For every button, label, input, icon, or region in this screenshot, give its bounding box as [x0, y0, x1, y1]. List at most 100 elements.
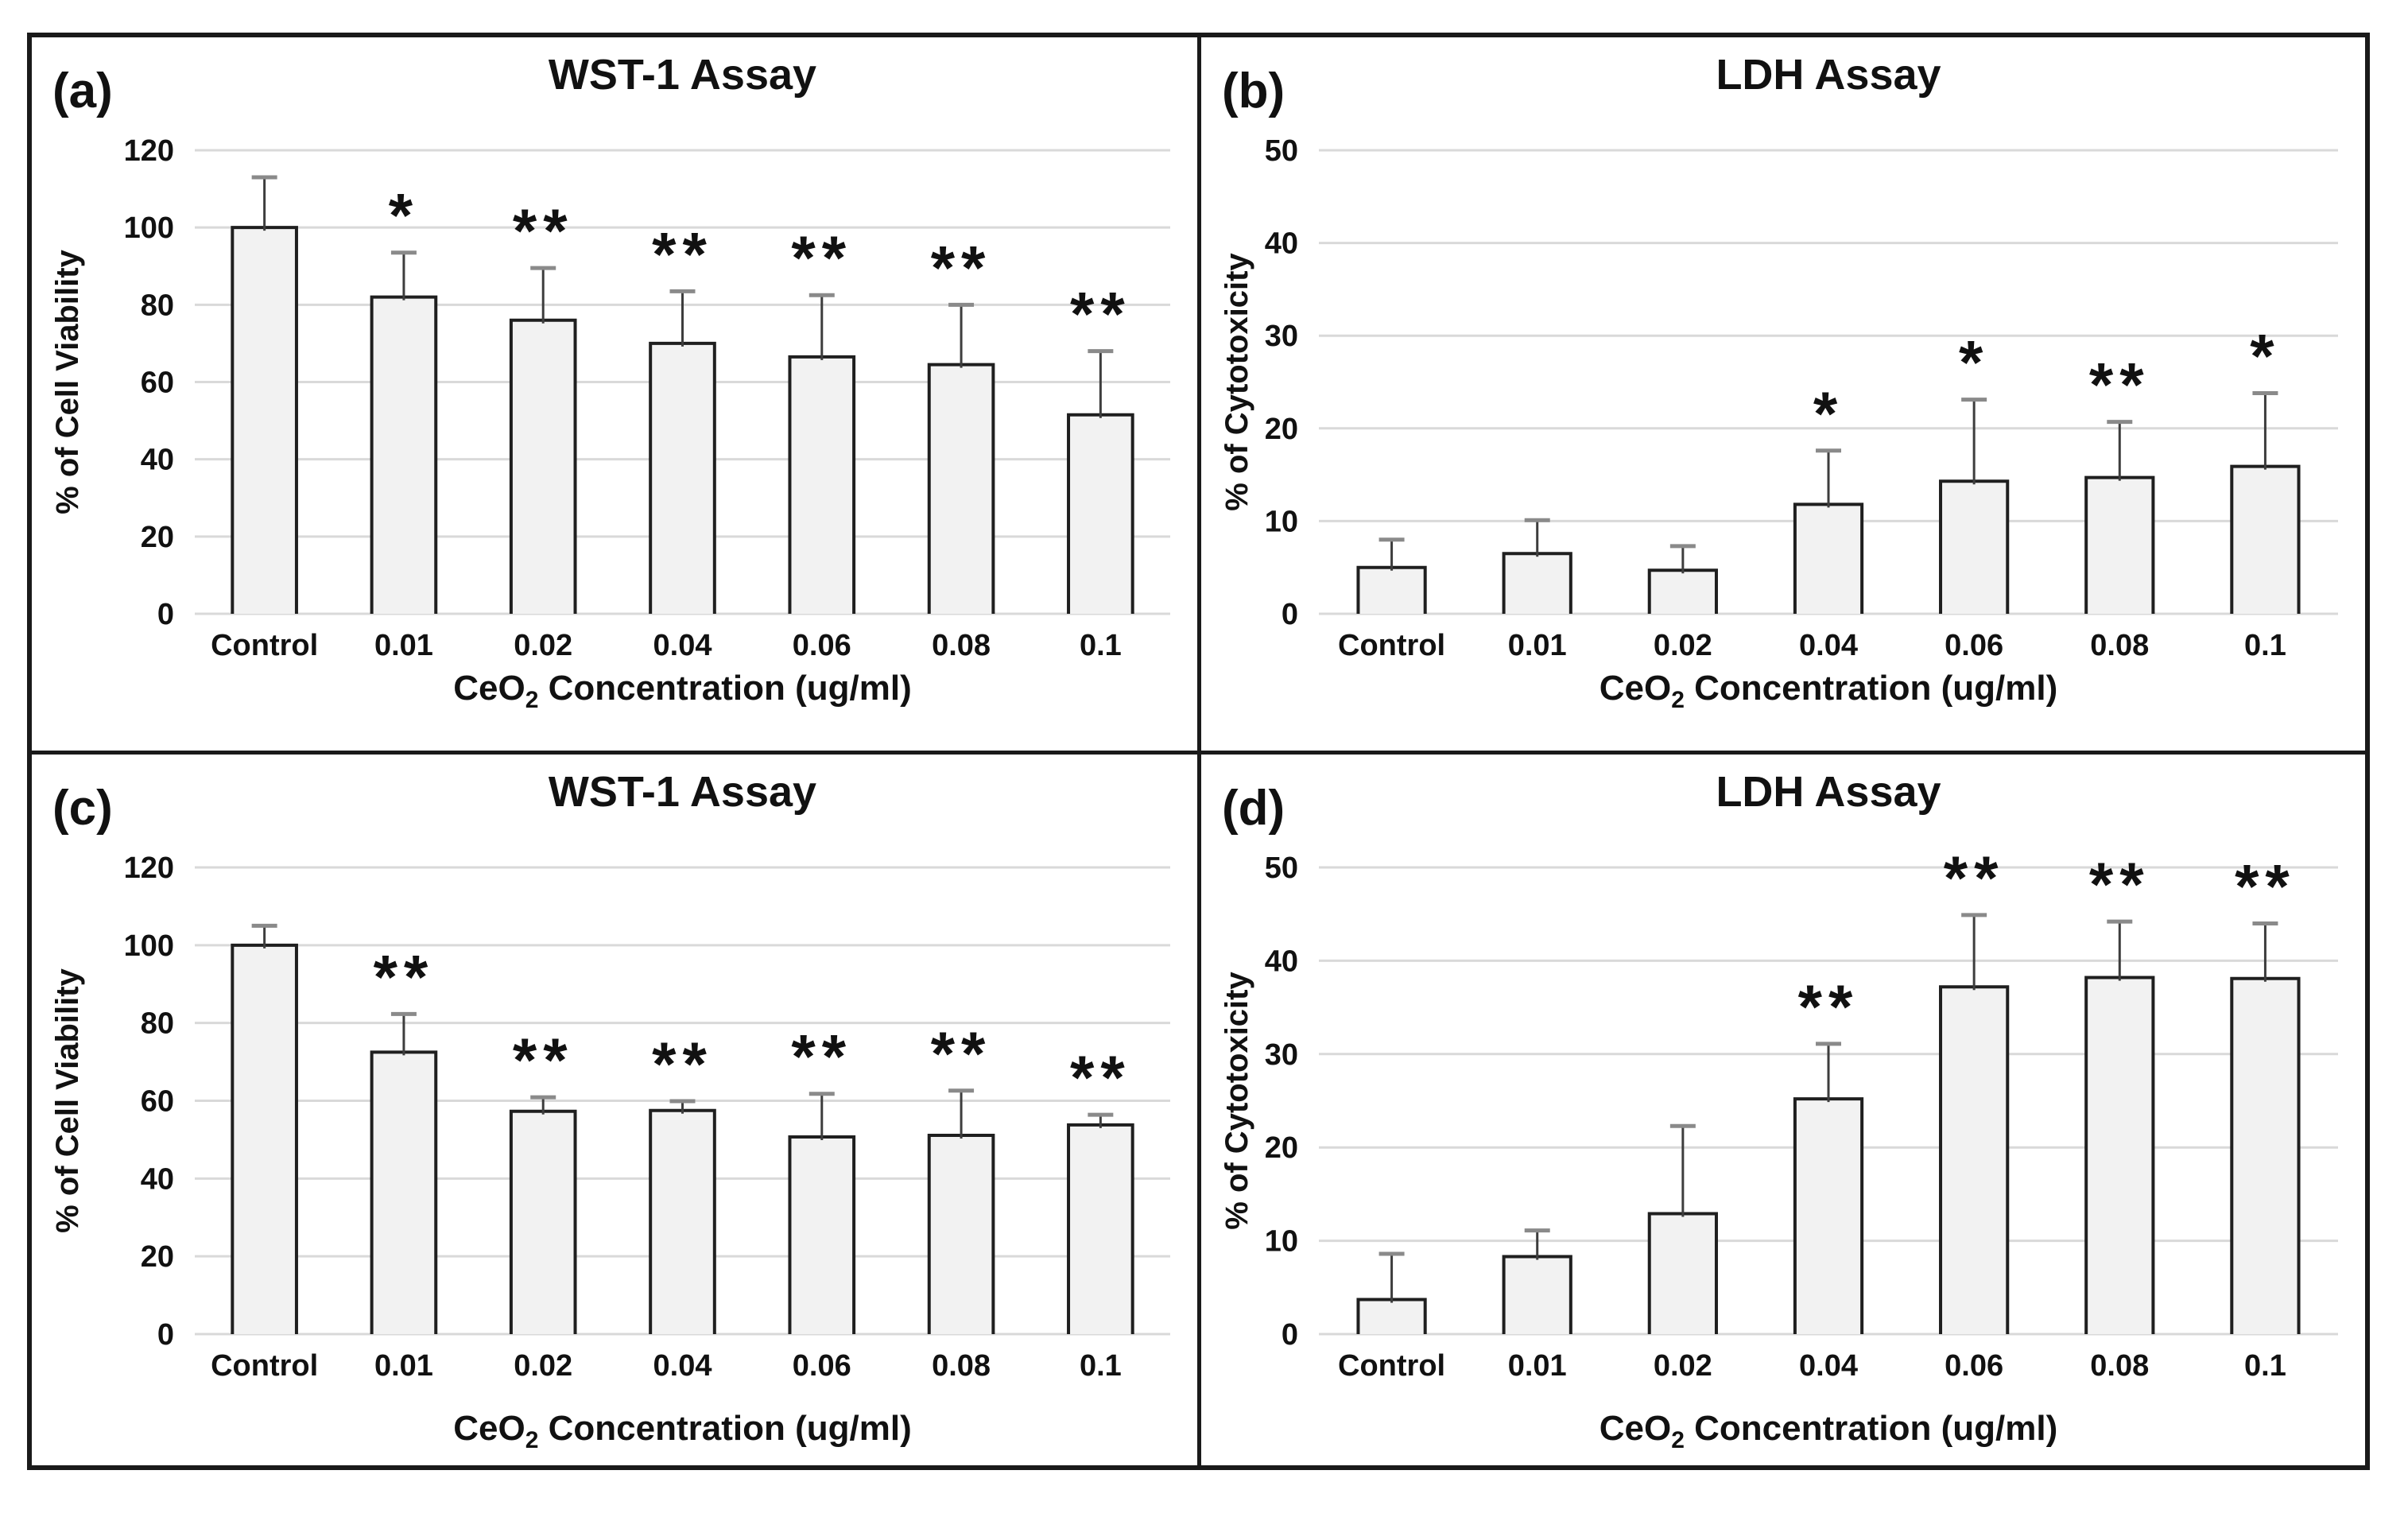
svg-text:0: 0: [157, 1318, 174, 1352]
svg-text:**: **: [931, 232, 992, 302]
x-title-subscript: 2: [525, 1427, 539, 1453]
svg-text:0.04: 0.04: [1799, 1349, 1858, 1383]
panel-label: (a): [52, 64, 113, 118]
svg-text:**: **: [791, 223, 852, 293]
svg-text:**: **: [1798, 972, 1859, 1042]
svg-text:0.06: 0.06: [1945, 1349, 2003, 1383]
svg-text:*: *: [389, 180, 419, 250]
svg-text:0.01: 0.01: [1508, 629, 1567, 662]
x-title-prefix: CeO: [453, 669, 525, 708]
svg-text:0.08: 0.08: [932, 629, 991, 662]
svg-text:**: **: [2089, 350, 2150, 420]
svg-text:**: **: [2089, 849, 2150, 919]
svg-text:**: **: [652, 1029, 713, 1099]
svg-text:0.1: 0.1: [1080, 629, 1122, 662]
svg-text:0.1: 0.1: [2244, 1349, 2286, 1383]
x-axis-title: CeO2 Concentration (ug/ml): [1319, 1409, 2338, 1454]
panel-d: LDH Assay (d) 0 10 20 30 40 50 % of Cytotoxici…: [1201, 755, 2365, 1465]
bar-chart-ldh-b: 0 10 20 30 40 50 % of Cytotoxicity Control 0.01 0…: [1220, 134, 2338, 662]
svg-text:Control: Control: [211, 629, 318, 662]
svg-text:0.02: 0.02: [514, 629, 572, 662]
svg-text:100: 100: [124, 929, 174, 963]
x-title-subscript: 2: [1671, 1427, 1685, 1453]
chart-title: WST-1 Assay: [548, 768, 817, 816]
x-title-suffix: Concentration (ug/ml): [538, 669, 912, 708]
svg-text:**: **: [1944, 843, 2005, 913]
svg-text:0.1: 0.1: [1080, 1349, 1122, 1383]
svg-text:**: **: [931, 1018, 992, 1088]
svg-text:**: **: [2235, 851, 2296, 921]
svg-text:120: 120: [124, 852, 174, 885]
chart-title: WST-1 Assay: [548, 51, 817, 99]
svg-text:0.1: 0.1: [2244, 629, 2286, 662]
svg-text:0.04: 0.04: [653, 1349, 712, 1383]
horizontal-divider: [32, 751, 2365, 755]
svg-text:0.02: 0.02: [514, 1349, 572, 1383]
svg-text:0.06: 0.06: [1945, 629, 2003, 662]
x-title-suffix: Concentration (ug/ml): [1684, 1409, 2058, 1449]
panel-b: LDH Assay (b) 0 10 20 30 40 50 % of Cytotoxici…: [1201, 37, 2365, 751]
svg-text:0.04: 0.04: [653, 629, 712, 662]
x-title-suffix: Concentration (ug/ml): [1684, 669, 2058, 708]
svg-text:0.01: 0.01: [374, 629, 433, 662]
svg-text:0.02: 0.02: [1654, 1349, 1712, 1383]
svg-text:100: 100: [124, 211, 174, 245]
panel-label: (c): [52, 781, 113, 836]
svg-text:10: 10: [1265, 1225, 1298, 1259]
svg-text:0.04: 0.04: [1799, 629, 1858, 662]
svg-text:Control: Control: [1338, 1349, 1445, 1383]
panel-label: (b): [1222, 64, 1285, 118]
svg-text:0.06: 0.06: [793, 1349, 851, 1383]
svg-text:0: 0: [157, 598, 174, 631]
svg-text:10: 10: [1265, 505, 1298, 538]
svg-text:0.06: 0.06: [793, 629, 851, 662]
svg-text:0.01: 0.01: [1508, 1349, 1567, 1383]
x-title-suffix: Concentration (ug/ml): [538, 1409, 912, 1449]
svg-text:0.08: 0.08: [932, 1349, 991, 1383]
svg-text:0.01: 0.01: [374, 1349, 433, 1383]
svg-text:60: 60: [141, 1085, 174, 1119]
svg-text:30: 30: [1265, 320, 1298, 353]
svg-text:0.08: 0.08: [2090, 1349, 2149, 1383]
bar-chart-ldh-d: 0 10 20 30 40 50 % of Cytotoxicity Control 0.01 0…: [1220, 843, 2338, 1383]
svg-text:20: 20: [141, 521, 174, 554]
x-axis-title: CeO2 Concentration (ug/ml): [195, 1409, 1170, 1454]
svg-text:**: **: [652, 219, 713, 289]
svg-text:50: 50: [1265, 852, 1298, 885]
svg-text:% of Cytotoxicity: % of Cytotoxicity: [1220, 972, 1254, 1230]
svg-text:**: **: [1070, 1042, 1131, 1112]
x-title-subscript: 2: [525, 687, 539, 713]
svg-text:% of Cytotoxicity: % of Cytotoxicity: [1220, 253, 1254, 511]
svg-text:**: **: [374, 941, 435, 1011]
x-title-prefix: CeO: [1599, 1409, 1672, 1449]
svg-text:**: **: [791, 1022, 852, 1092]
svg-text:20: 20: [141, 1240, 174, 1274]
svg-text:40: 40: [141, 444, 174, 477]
panel-a: WST-1 Assay (a) 0 20 40 60 80 100 120 % of Cell…: [32, 37, 1197, 751]
svg-text:*: *: [1813, 378, 1844, 448]
svg-text:30: 30: [1265, 1038, 1298, 1072]
svg-text:% of Cell Viability: % of Cell Viability: [50, 968, 85, 1232]
chart-title: LDH Assay: [1716, 768, 1941, 816]
figure-frame: WST-1 Assay (a) 0 20 40 60 80 100 120% of Cell…: [27, 33, 2370, 1470]
svg-text:60: 60: [141, 367, 174, 400]
svg-text:% of Cell Viability: % of Cell Viability: [50, 249, 85, 514]
x-title-prefix: CeO: [1599, 669, 1672, 708]
svg-text:80: 80: [141, 1007, 174, 1041]
svg-text:0: 0: [1282, 598, 1298, 631]
svg-text:40: 40: [141, 1162, 174, 1196]
svg-text:120: 120: [124, 134, 174, 168]
svg-text:**: **: [1070, 279, 1131, 349]
svg-text:0.08: 0.08: [2090, 629, 2149, 662]
bar-chart-wst1-a: 0 20 40 60 80 100 120 % of Cell Viability Contro…: [50, 134, 1170, 662]
svg-text:40: 40: [1265, 945, 1298, 978]
svg-text:*: *: [2250, 320, 2280, 390]
svg-text:80: 80: [141, 289, 174, 322]
svg-text:0: 0: [1282, 1318, 1298, 1352]
svg-text:Control: Control: [211, 1349, 318, 1383]
svg-text:50: 50: [1265, 134, 1298, 168]
x-axis-title: CeO2 Concentration (ug/ml): [1319, 669, 2338, 714]
panel-c: WST-1 Assay (c) 0 20 40 60 80 100 120 % of Cell…: [32, 755, 1197, 1465]
x-title-prefix: CeO: [453, 1409, 525, 1449]
